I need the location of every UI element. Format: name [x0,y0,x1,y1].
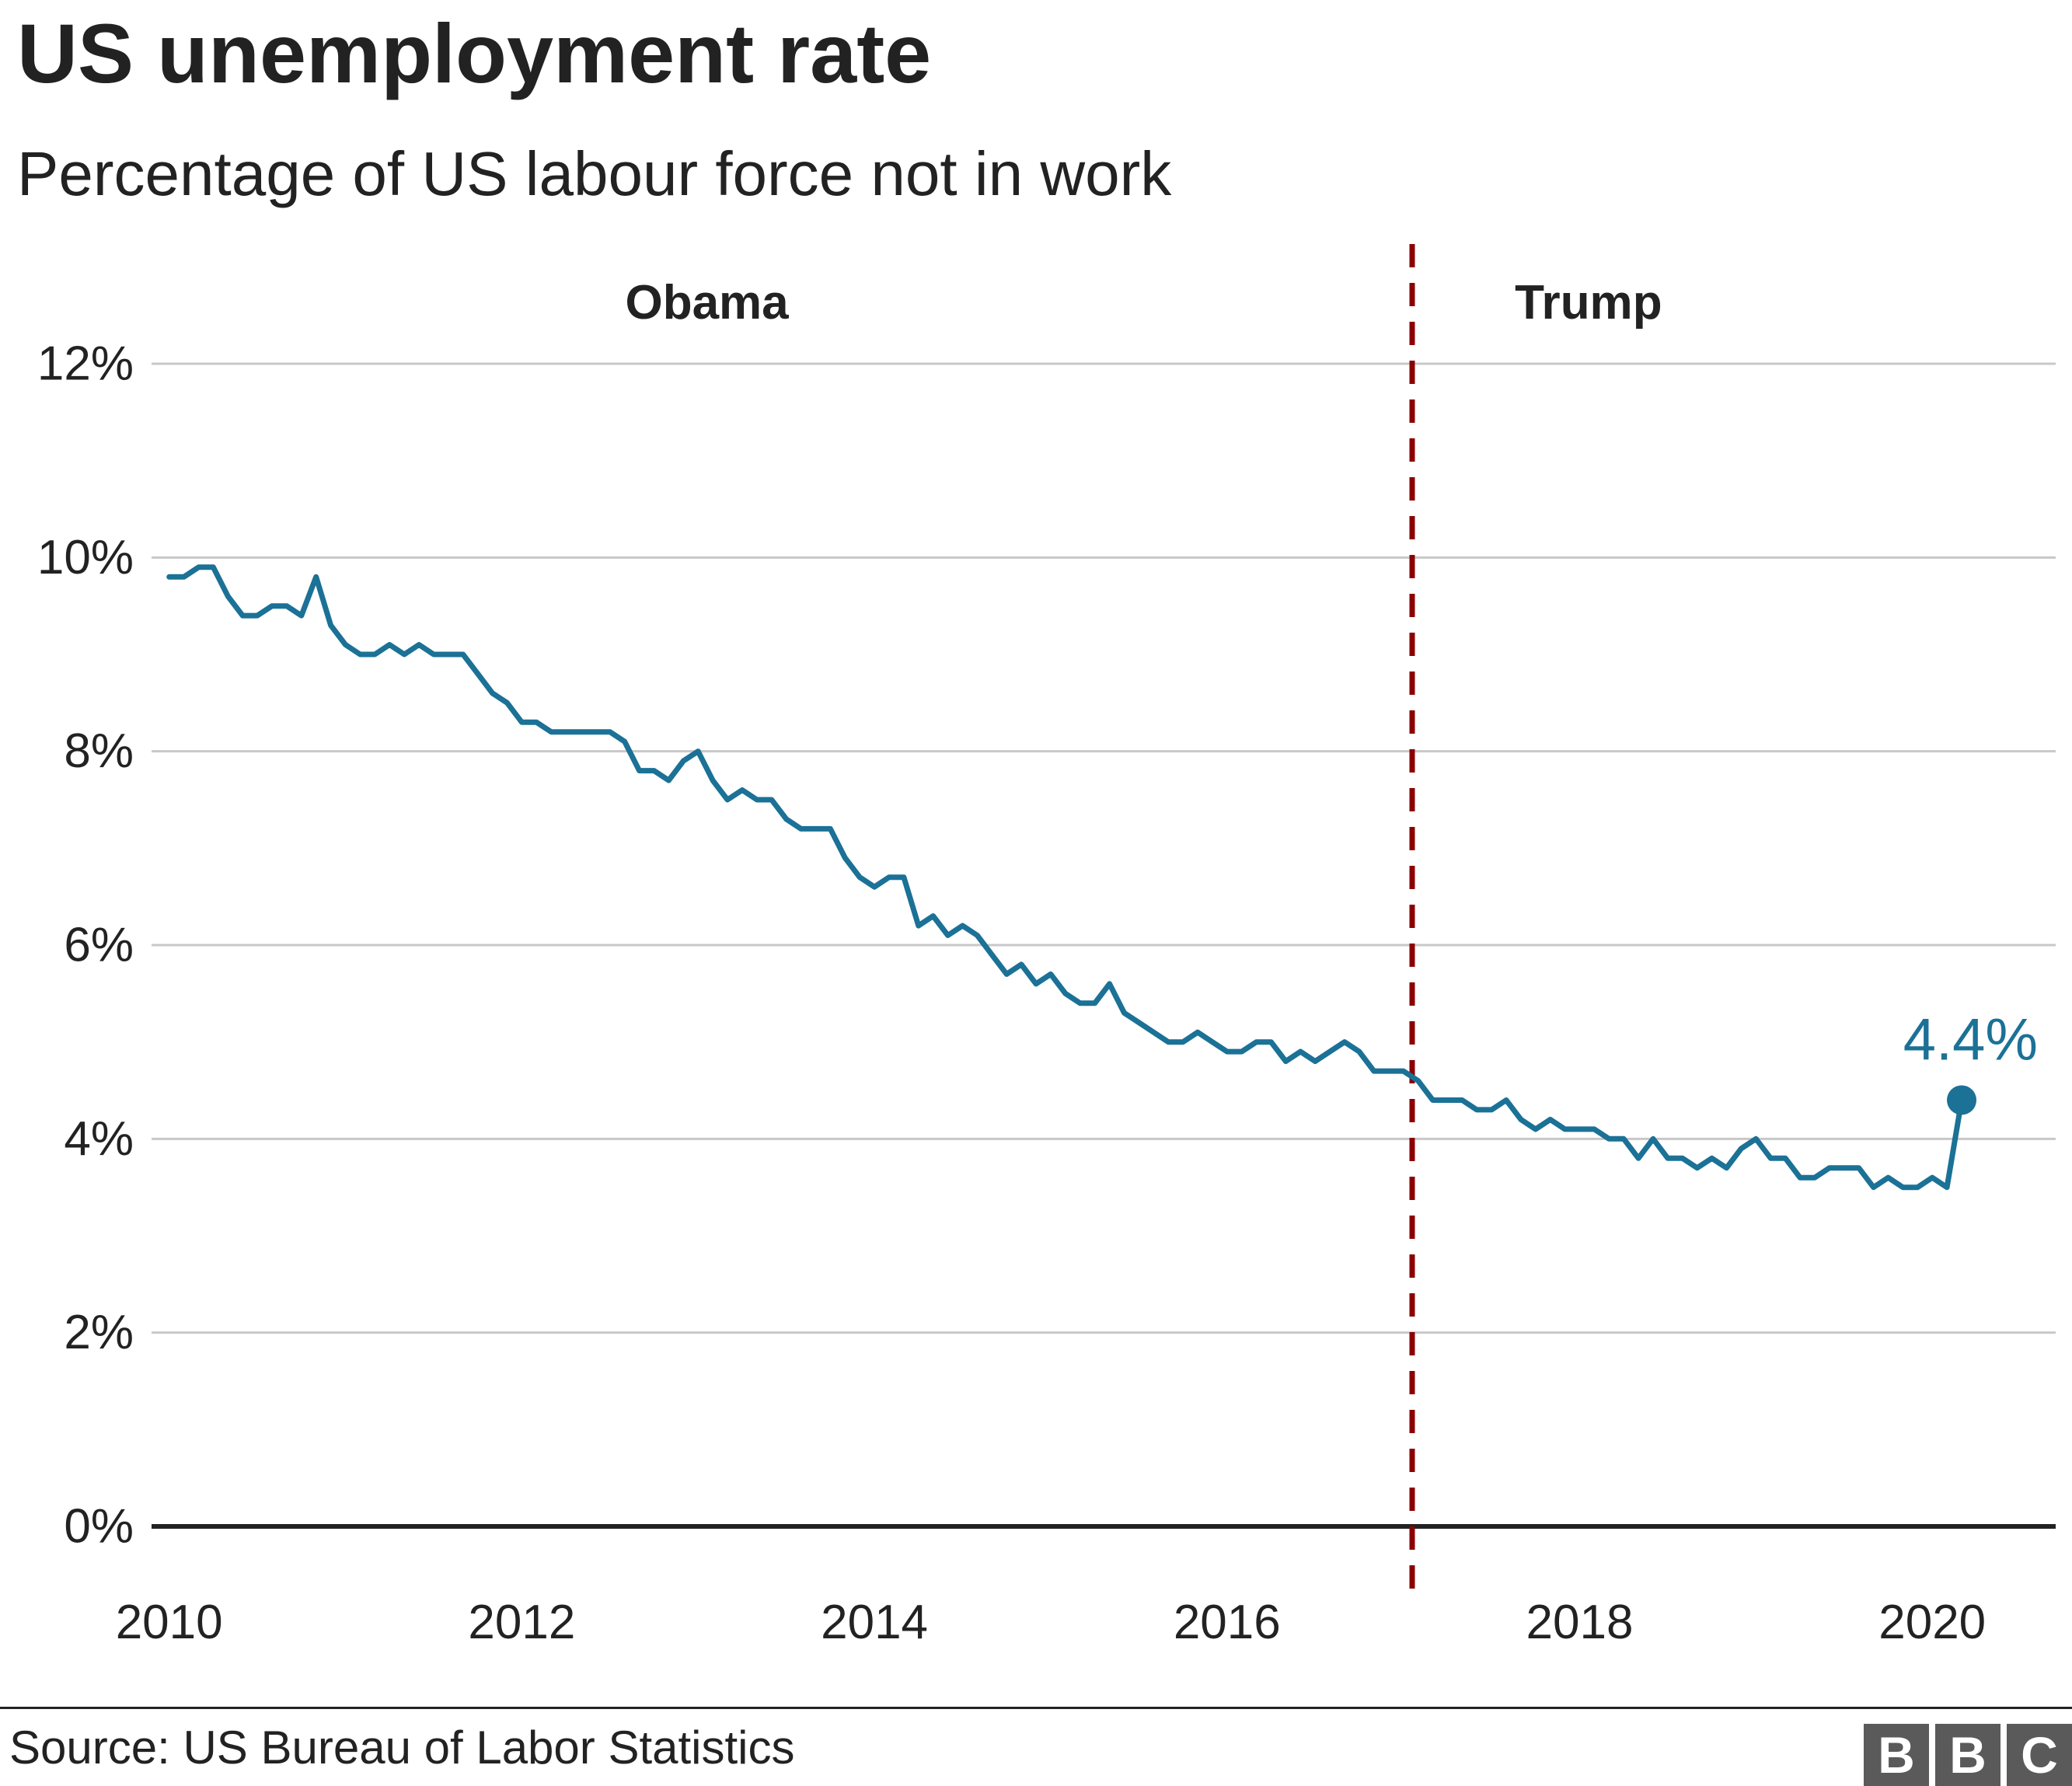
source-note: Source: US Bureau of Labor Statistics [9,1721,795,1774]
bbc-logo-block-3: C [2007,1724,2072,1786]
chart-title: US unemployment rate [17,6,932,100]
period-labels: Obama Trump [625,276,1662,330]
y-axis-tick-labels: 0% 2% 4% 6% 8% 10% 12% [37,337,134,1554]
period-label: Trump [1515,276,1662,330]
y-tick-label: 2% [64,1306,134,1359]
x-axis-tick-labels: 2010 2012 2014 2016 2018 2020 [116,1596,1986,1649]
end-point-marker [1947,1085,1977,1115]
end-value-label: 4.4% [1903,1006,2038,1073]
x-tick-label: 2014 [821,1596,928,1649]
x-tick-label: 2016 [1174,1596,1281,1649]
y-tick-label: 6% [64,919,134,972]
bbc-logo-block-1: B [1864,1724,1929,1786]
footer-rule [0,1707,2072,1709]
period-label: Obama [625,276,789,330]
line-chart: 0% 2% 4% 6% 8% 10% 12% 2010 2012 2014 2016 2018 202… [37,244,2056,1649]
bbc-logo: B B C [1864,1724,2072,1786]
annotations: 4.4% [1903,1006,2038,1115]
gridlines [152,362,2056,1529]
y-tick-label: 10% [37,531,134,584]
x-tick-label: 2018 [1526,1596,1634,1649]
series-line [166,564,1965,1191]
bbc-logo-block-2: B [1935,1724,2000,1786]
chart-subtitle: Percentage of US labour force not in wor… [17,139,1172,208]
x-tick-label: 2020 [1878,1596,1986,1649]
y-tick-label: 0% [64,1500,134,1554]
y-tick-label: 12% [37,337,134,391]
y-tick-label: 4% [64,1112,134,1166]
y-tick-label: 8% [64,724,134,778]
x-tick-label: 2010 [116,1596,223,1649]
x-tick-label: 2012 [468,1596,575,1649]
series-lines [166,564,1965,1191]
